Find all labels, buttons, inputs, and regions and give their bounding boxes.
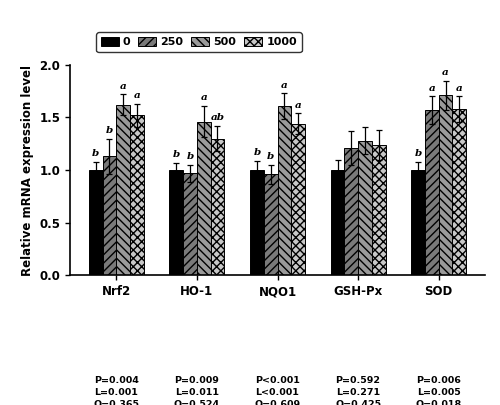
Text: a: a bbox=[428, 84, 436, 93]
Bar bbox=[183, 173, 197, 275]
Bar bbox=[210, 139, 224, 275]
Text: ab: ab bbox=[210, 113, 224, 122]
Text: a: a bbox=[456, 84, 462, 93]
Bar bbox=[412, 170, 425, 275]
Text: a: a bbox=[134, 91, 140, 100]
Bar bbox=[452, 109, 466, 275]
Bar bbox=[344, 148, 358, 275]
Text: b: b bbox=[414, 149, 422, 158]
Bar bbox=[197, 122, 210, 275]
Bar bbox=[170, 170, 183, 275]
Text: b: b bbox=[186, 152, 194, 161]
Bar bbox=[278, 106, 291, 275]
Bar bbox=[438, 95, 452, 275]
Bar bbox=[102, 156, 117, 275]
Text: b: b bbox=[254, 148, 260, 157]
Text: b: b bbox=[267, 152, 274, 161]
Bar bbox=[116, 105, 130, 275]
Text: a: a bbox=[281, 81, 287, 90]
Bar bbox=[372, 145, 386, 275]
Bar bbox=[130, 115, 143, 275]
Legend: 0, 250, 500, 1000: 0, 250, 500, 1000 bbox=[96, 32, 302, 52]
Bar bbox=[358, 141, 372, 275]
Bar bbox=[89, 170, 102, 275]
Text: P=0.006
L=0.005
Q=0.018: P=0.006 L=0.005 Q=0.018 bbox=[416, 377, 462, 405]
Text: b: b bbox=[106, 126, 113, 135]
Bar bbox=[425, 110, 438, 275]
Text: P=0.592
L=0.271
Q=0.425: P=0.592 L=0.271 Q=0.425 bbox=[335, 377, 381, 405]
Text: b: b bbox=[92, 149, 100, 158]
Text: a: a bbox=[442, 68, 449, 77]
Text: a: a bbox=[200, 93, 207, 102]
Bar bbox=[264, 174, 278, 275]
Text: P<0.001
L<0.001
Q=0.609: P<0.001 L<0.001 Q=0.609 bbox=[254, 377, 300, 405]
Bar bbox=[330, 170, 344, 275]
Y-axis label: Relative mRNA expression level: Relative mRNA expression level bbox=[20, 65, 34, 275]
Text: P=0.004
L=0.001
Q=0.365: P=0.004 L=0.001 Q=0.365 bbox=[94, 377, 140, 405]
Text: P=0.009
L=0.011
Q=0.524: P=0.009 L=0.011 Q=0.524 bbox=[174, 377, 220, 405]
Text: b: b bbox=[172, 150, 180, 159]
Text: a: a bbox=[294, 100, 302, 110]
Bar bbox=[250, 170, 264, 275]
Text: a: a bbox=[120, 81, 126, 91]
Bar bbox=[291, 124, 305, 275]
